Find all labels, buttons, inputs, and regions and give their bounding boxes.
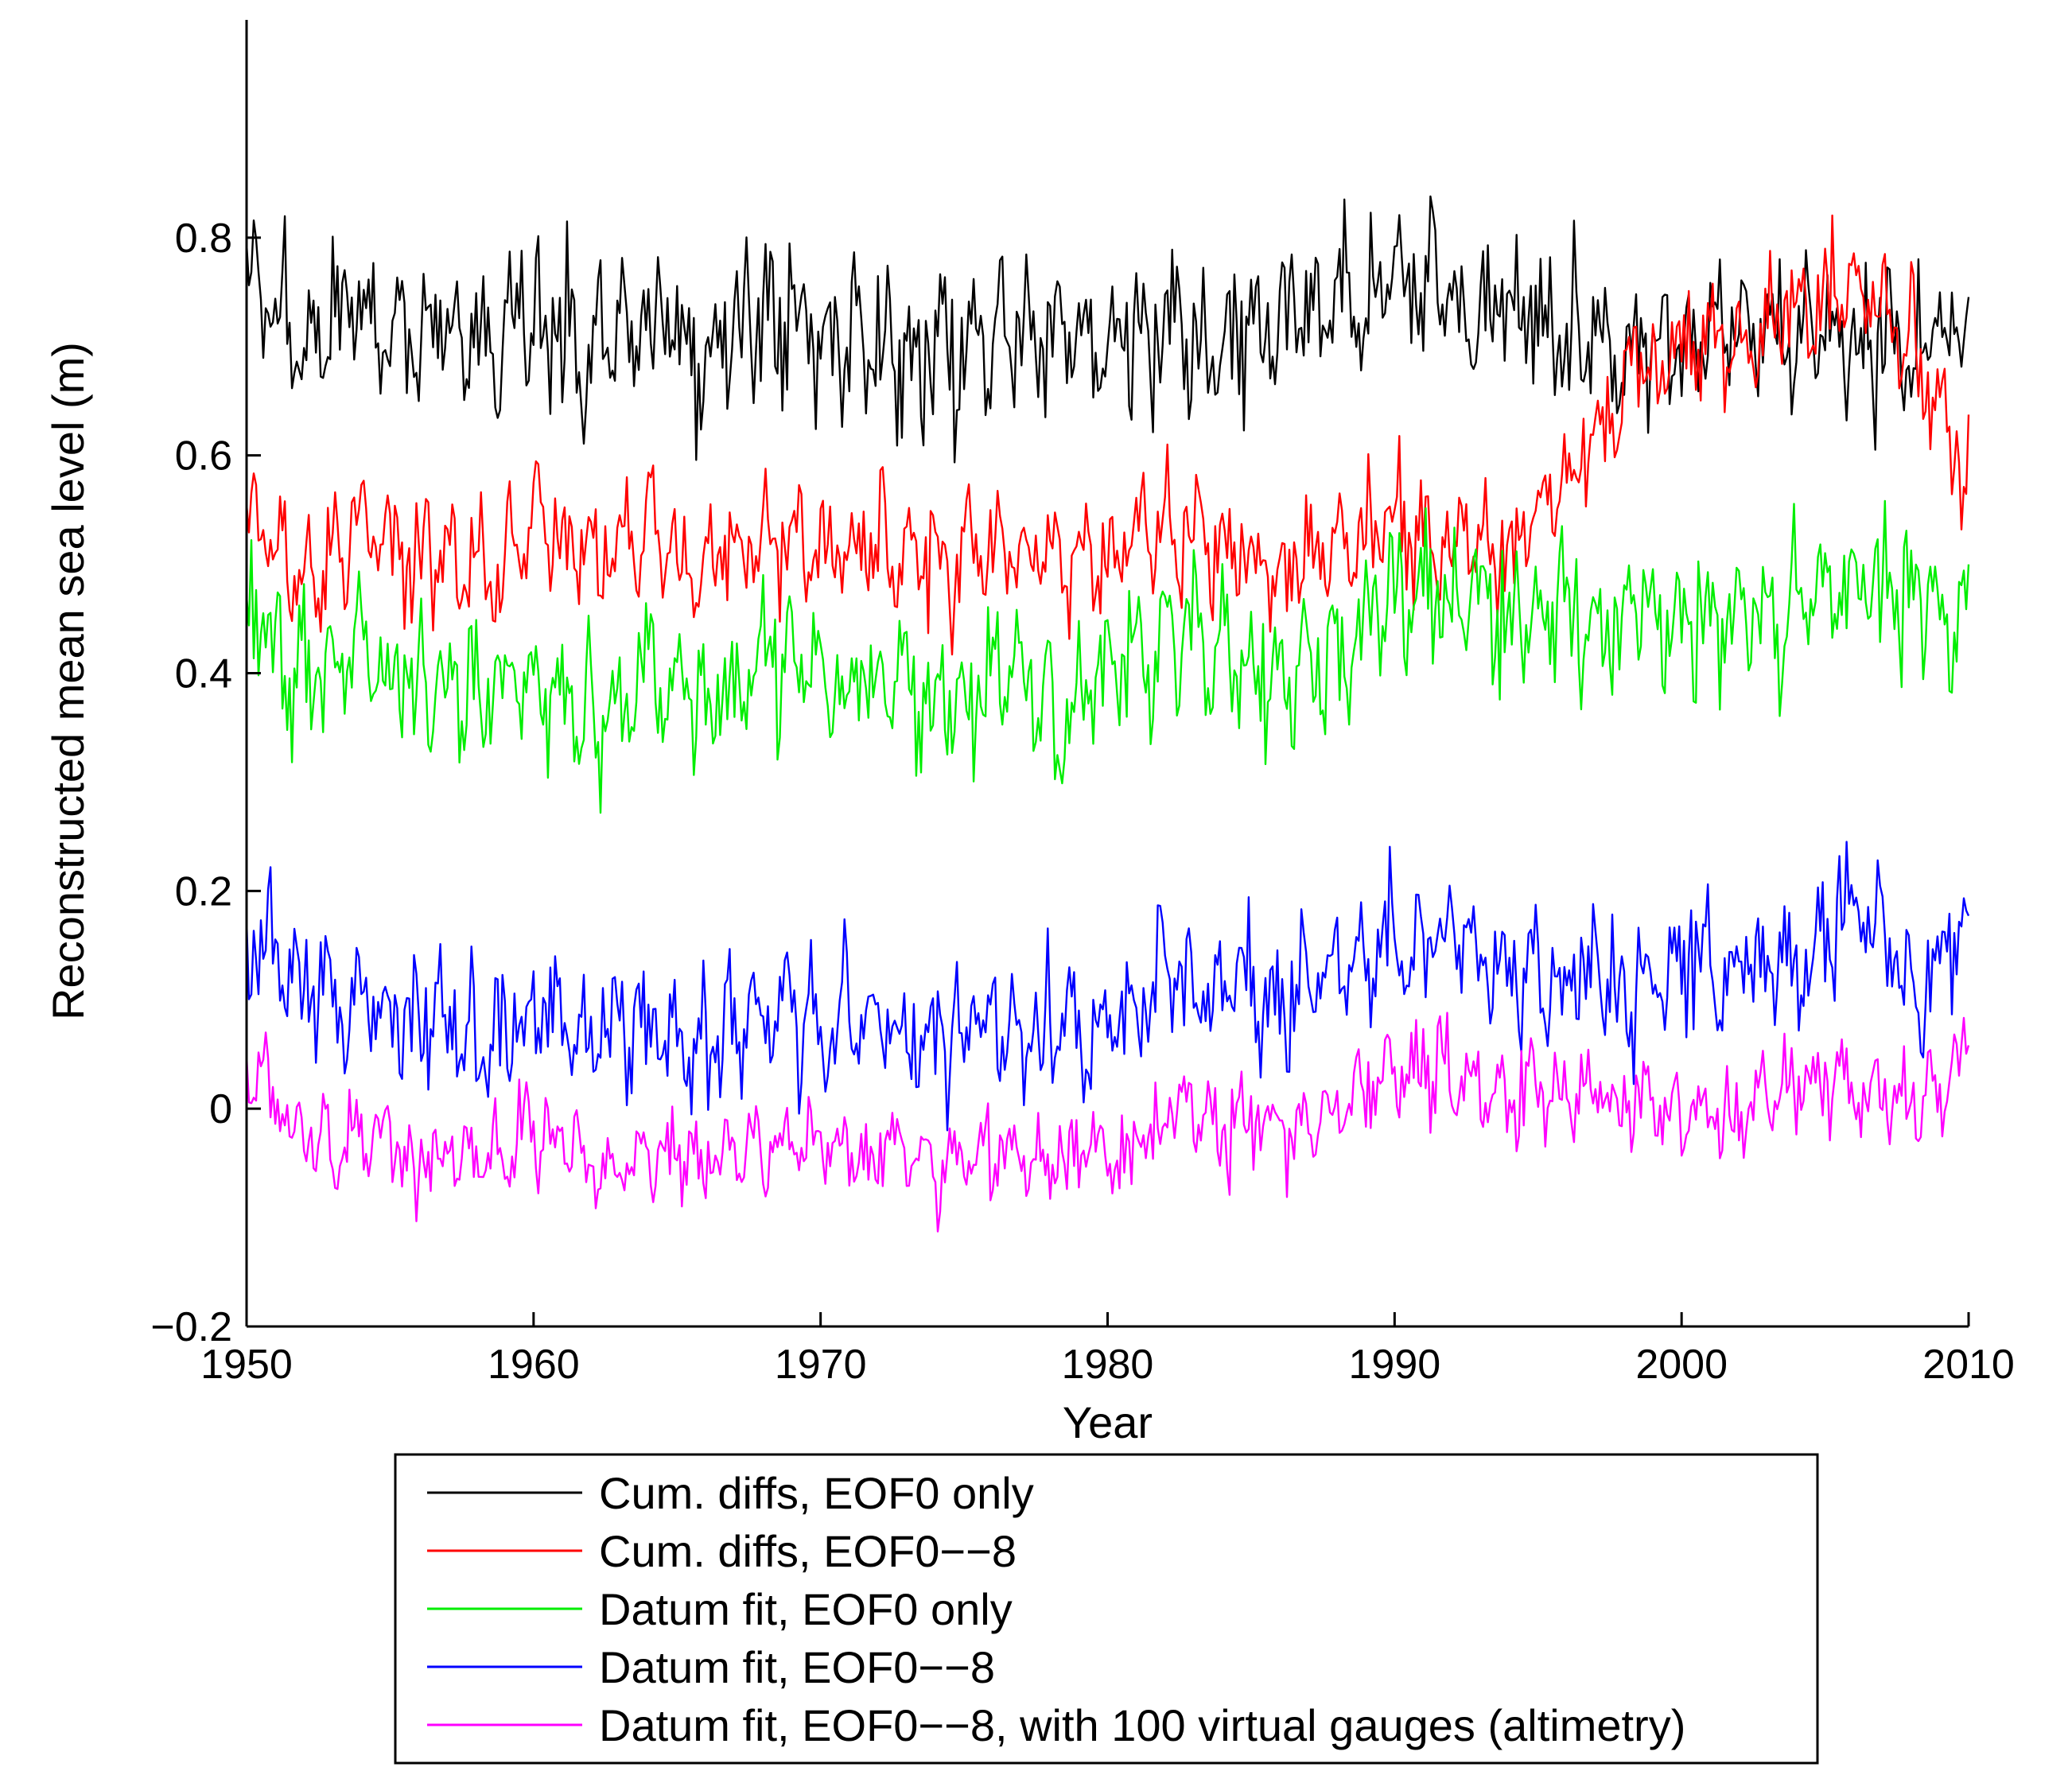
y-tick-label: 0.2 (175, 868, 232, 915)
x-tick-label: 1980 (1062, 1342, 1154, 1388)
legend-box (394, 1453, 1819, 1765)
y-tick-label: 0.6 (175, 433, 232, 480)
y-ticks: −0.2 0 0.2 0.4 0.6 0.8 (150, 216, 261, 1350)
x-tick-label: 1990 (1348, 1342, 1440, 1388)
series-line (245, 499, 1970, 814)
x-axis-title: Year (1063, 1397, 1153, 1447)
y-tick-label: 0.8 (175, 216, 232, 262)
series-line (245, 195, 1970, 464)
series-line (245, 1012, 1970, 1233)
x-tick-label: 1960 (488, 1342, 580, 1388)
legend: Cum. diffs, EOF0 only Cum. diffs, EOF0−−8… (394, 1453, 1819, 1765)
x-tick-label: 2000 (1635, 1342, 1728, 1388)
legend-label: Cum. diffs, EOF0 only (599, 1468, 1034, 1518)
x-ticks: 1950 1960 1970 1980 1990 2000 2010 (200, 1312, 2015, 1388)
x-tick-label: 1950 (200, 1342, 293, 1388)
legend-label: Datum fit, EOF0 only (599, 1584, 1013, 1634)
y-tick-label: −0.2 (150, 1304, 232, 1350)
y-axis-title: Reconstructed mean sea level (m) (43, 342, 93, 1020)
legend-label: Datum fit, EOF0−−8, with 100 virtual gau… (599, 1700, 1685, 1750)
x-tick-label: 2010 (1922, 1342, 2015, 1388)
legend-entries: Cum. diffs, EOF0 only Cum. diffs, EOF0−−8… (427, 1468, 1685, 1750)
plot-lines (245, 195, 1970, 1233)
series-line (245, 214, 1970, 656)
x-tick-label: 1970 (775, 1342, 867, 1388)
y-tick-label: 0 (209, 1086, 232, 1132)
series-line (245, 841, 1970, 1132)
legend-label: Datum fit, EOF0−−8 (599, 1642, 995, 1692)
y-tick-label: 0.4 (175, 651, 232, 697)
legend-label: Cum. diffs, EOF0−−8 (599, 1526, 1017, 1576)
